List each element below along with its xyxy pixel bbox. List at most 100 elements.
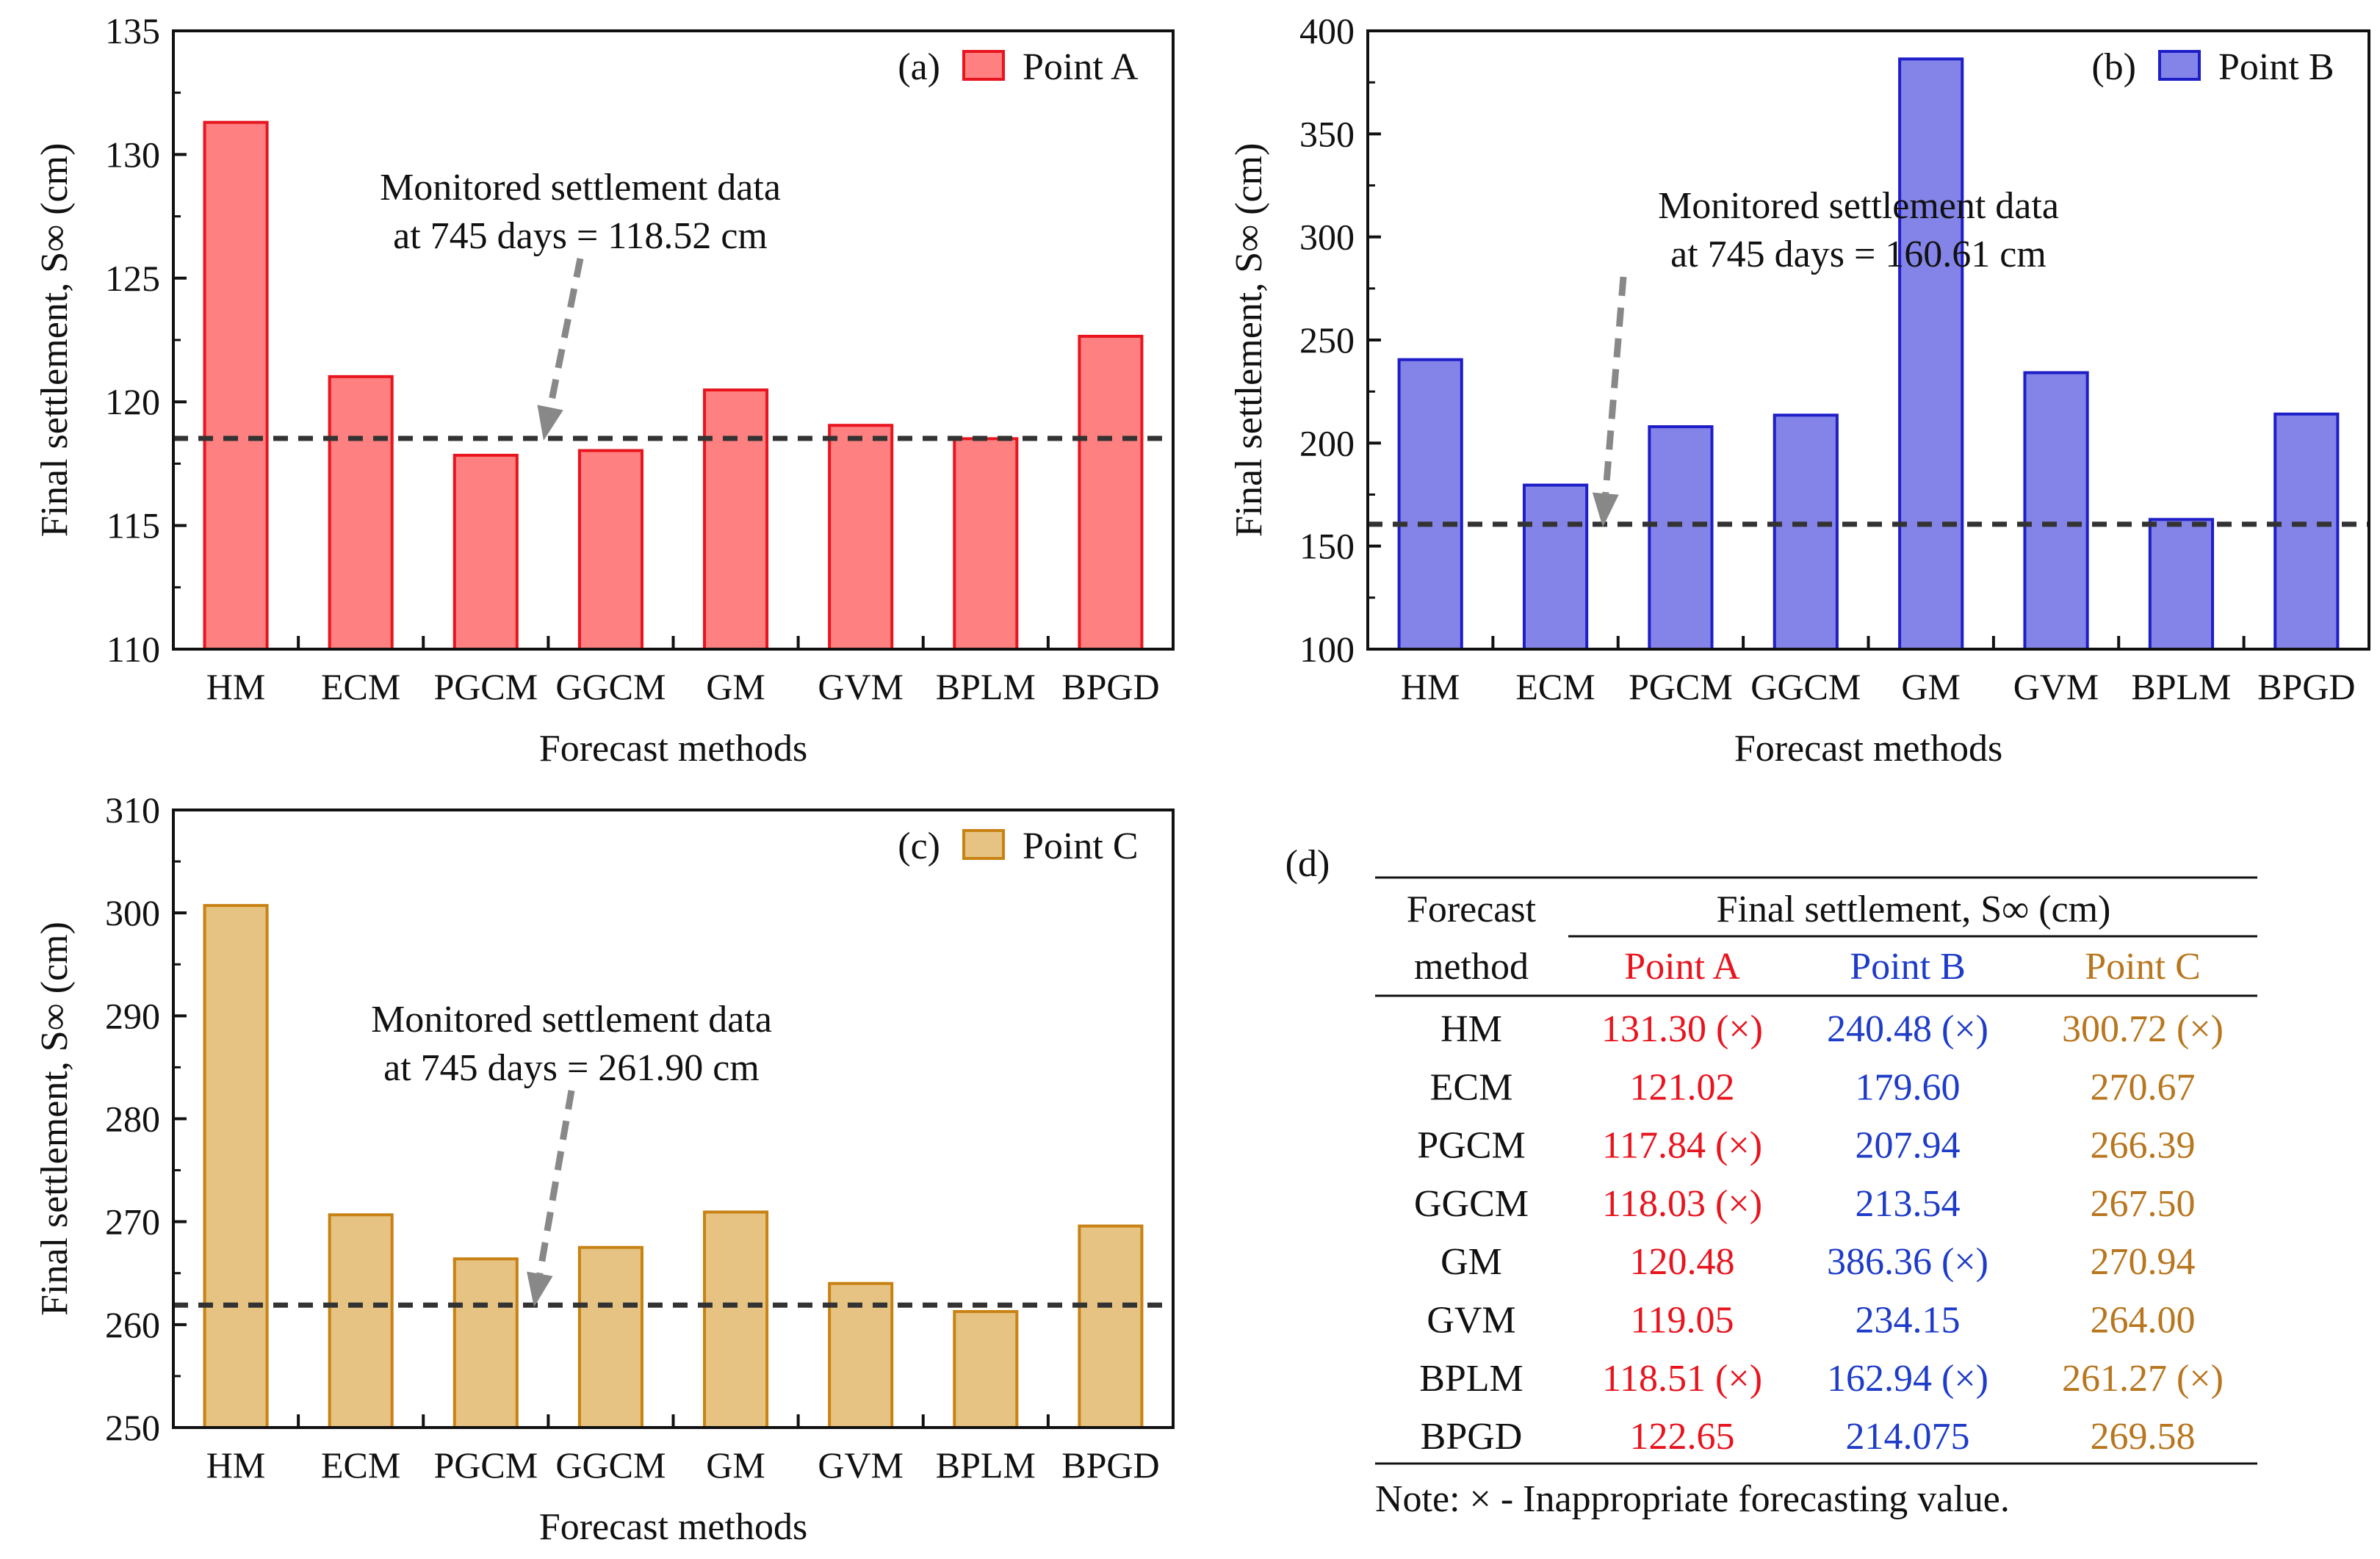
legend-label: Point C [1023,825,1139,867]
chart-panel-b: 100 150 200 250 300 350 400 HM ECM PGCM GGCM GM GVM B… [1228,10,2370,770]
bar-gm [703,1210,769,1429]
annotation-line-1: Monitored settlement data [371,999,772,1041]
table-cell: 213.54 [1856,1183,1961,1225]
panel-label: (b) [2091,46,2136,88]
table-note: Note: × - Inappropriate forecasting valu… [1375,1478,2010,1520]
annotation-arrow-head [527,1271,553,1307]
bar-gm [1898,57,1964,651]
table-row-method: GVM [1427,1300,1515,1342]
table-cell: 234.15 [1856,1300,1961,1342]
x-tick-label: GVM [818,666,904,707]
bar-ecm [1522,483,1589,651]
panel-label: (a) [898,46,940,88]
x-tick-label: HM [1401,666,1460,707]
y-tick-label: 100 [1299,629,1355,670]
table-cell: 162.94 (×) [1827,1358,1988,1400]
legend-swatch [962,50,1005,81]
x-axis-title: Forecast methods [539,1506,807,1548]
x-axis-title: Forecast methods [1734,728,2002,770]
table-row-method: BPLM [1419,1358,1523,1400]
y-axis-title: Final settlement, S∞ (cm) [34,143,76,538]
y-tick-label: 290 [105,995,160,1036]
annotation-arrow-head [1592,492,1619,527]
table-cell: 386.36 (×) [1827,1241,1988,1283]
annotation-arrow-shaft [547,258,584,408]
table-row-method: GM [1440,1241,1502,1283]
table-row-method: BPGD [1421,1416,1523,1458]
bar-pgcm [1648,425,1714,651]
table-cell: 270.94 [2091,1241,2196,1283]
bar-hm [1397,358,1463,651]
x-tick-label: PGCM [433,666,538,707]
legend-label: Point B [2218,46,2334,88]
y-tick-label: 120 [105,381,160,422]
y-tick-label: 150 [1299,526,1355,567]
bar-ecm [328,1213,394,1429]
x-tick-label: PGCM [433,1444,538,1486]
bar-pgcm [452,1257,519,1430]
x-tick-label: PGCM [1629,666,1733,707]
bar-ggcm [577,449,643,651]
table-col-header: Point C [2085,946,2201,988]
bar-ggcm [1773,413,1839,651]
y-tick-label: 260 [105,1304,160,1345]
x-tick-label: BPLM [936,1444,1036,1486]
annotation-line-1: Monitored settlement data [1658,185,2059,227]
x-tick-label: BPLM [936,666,1036,707]
table-row-method: HM [1440,1008,1502,1050]
bar-gvm [828,424,894,651]
x-tick-label: BPGD [1061,1444,1159,1486]
bar-gm [703,388,769,651]
y-tick-label: 300 [1299,217,1355,258]
annotation-line-1: Monitored settlement data [380,167,781,209]
plot-frame [172,29,1175,651]
panel-label: (c) [898,825,940,867]
x-tick-label: ECM [1515,666,1595,707]
table-header-method: method [1414,946,1529,988]
x-tick-label: HM [206,666,266,707]
y-tick-label: 350 [1299,113,1355,154]
bar-bplm [2148,518,2215,651]
y-axis-title: Final settlement, S∞ (cm) [1228,143,1270,538]
table-cell: 266.39 [2091,1125,2196,1167]
legend-label: Point A [1023,46,1139,88]
table-cell: 119.05 [1630,1300,1734,1342]
x-tick-label: BPGD [1061,666,1159,707]
table-cell: 214.075 [1846,1416,1970,1458]
x-tick-label: BPLM [2131,666,2231,707]
x-tick-label: ECM [321,1444,400,1486]
y-tick-label: 200 [1299,422,1355,463]
x-axis-title: Forecast methods [539,728,807,770]
y-tick-label: 270 [105,1201,160,1243]
table-cell: 117.84 (×) [1602,1125,1762,1167]
y-tick-label: 130 [105,134,160,175]
table-cell: 179.60 [1856,1066,1961,1108]
y-tick-label: 250 [105,1407,160,1448]
x-tick-label: BPGD [2257,666,2355,707]
x-tick-label: GGCM [1750,666,1861,707]
bar-hm [203,120,269,651]
annotation-line-2: at 745 days = 160.61 cm [1670,234,2047,275]
table-col-header: Point B [1850,946,1966,988]
table-header-group: Final settlement, S∞ (cm) [1717,889,2111,930]
x-tick-label: GGCM [555,1444,666,1486]
legend-swatch [2158,50,2201,81]
table-row-method: PGCM [1417,1125,1525,1167]
x-tick-label: GVM [818,1444,904,1486]
results-table: (d) Forecast method Final settlement, S∞ (c… [1285,843,2257,1520]
y-tick-label: 250 [1299,319,1355,361]
table-cell: 261.27 (×) [2062,1358,2224,1400]
y-tick-label: 125 [105,258,160,299]
table-cell: 207.94 [1856,1125,1961,1167]
x-tick-label: GVM [2013,666,2099,707]
plot-frame [1366,29,2370,651]
table-row-method: ECM [1430,1066,1513,1108]
table-cell: 264.00 [2091,1300,2196,1342]
table-cell: 269.58 [2091,1416,2196,1458]
x-tick-label: ECM [321,666,400,707]
bar-bpgd [1078,1224,1144,1430]
annotation-arrow-shaft [536,1090,575,1275]
table-cell: 240.48 (×) [1827,1008,1988,1050]
table-cell: 118.03 (×) [1602,1183,1762,1225]
